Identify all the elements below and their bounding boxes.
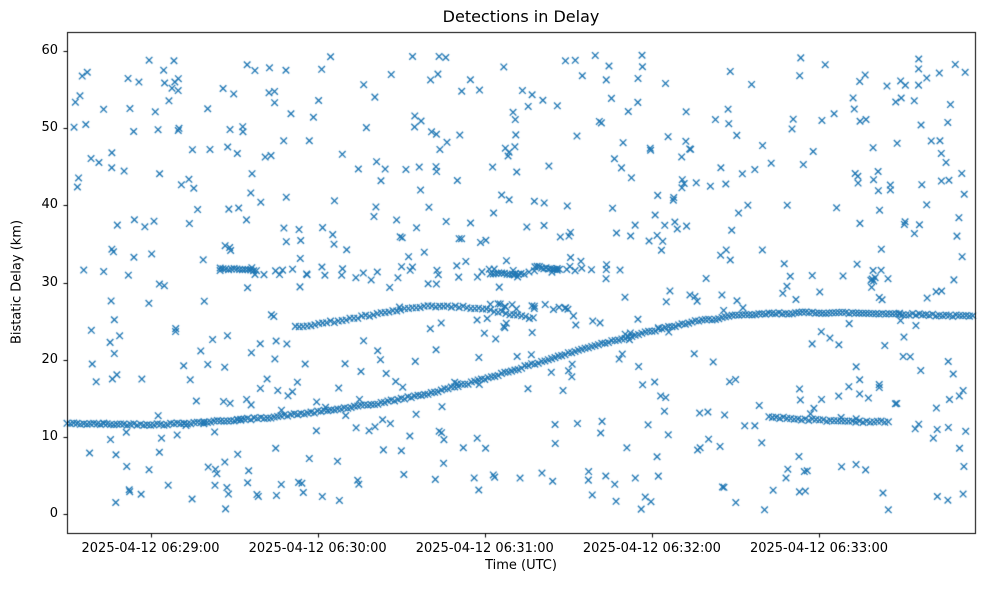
x-axis-label: Time (UTC) — [485, 558, 557, 573]
y-tick-label: 20 — [41, 351, 58, 367]
x-tick-label: 2025-04-12 06:33:00 — [749, 541, 889, 556]
y-tick-label: 40 — [41, 197, 58, 213]
y-tick-label: 50 — [41, 120, 58, 136]
y-tick-label: 0 — [49, 505, 58, 521]
y-tick-label: 30 — [41, 274, 58, 290]
x-tick-label: 2025-04-12 06:29:00 — [81, 541, 220, 556]
chart-title: Detections in Delay — [442, 7, 600, 26]
x-tick-label: 2025-04-12 06:30:00 — [248, 541, 387, 556]
y-tick-label: 10 — [41, 428, 58, 444]
x-tick-label: 2025-04-12 06:31:00 — [415, 541, 554, 556]
x-tick-label: 2025-04-12 06:32:00 — [582, 541, 721, 556]
y-tick-label: 60 — [41, 43, 58, 59]
